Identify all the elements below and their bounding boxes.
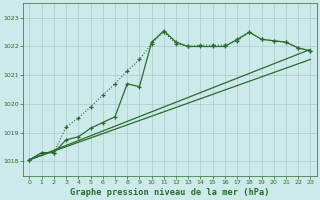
X-axis label: Graphe pression niveau de la mer (hPa): Graphe pression niveau de la mer (hPa) bbox=[70, 188, 270, 197]
